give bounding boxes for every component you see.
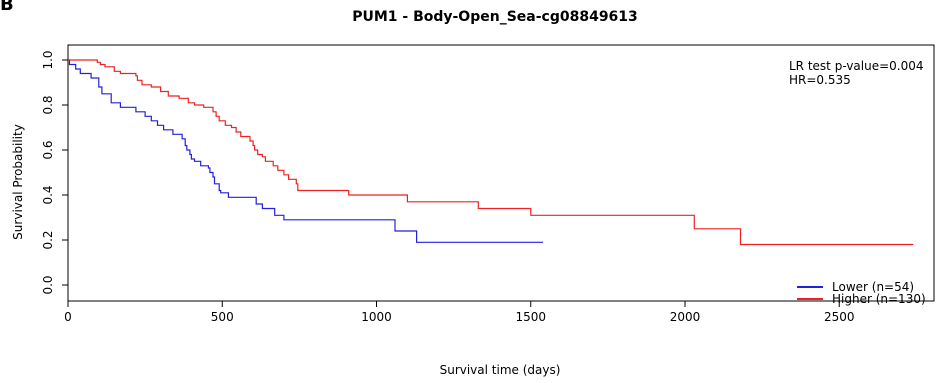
x-tick-label: 2000 bbox=[670, 310, 701, 324]
x-axis-label: Survival time (days) bbox=[440, 363, 561, 377]
x-axis: 0 500 1000 1500 2000 2500 bbox=[64, 301, 855, 324]
x-tick-label: 500 bbox=[211, 310, 234, 324]
y-tick-label: 0.6 bbox=[41, 140, 55, 159]
y-tick-label: 0.8 bbox=[41, 95, 55, 114]
legend: Lower (n=54) Higher (n=130) bbox=[797, 280, 926, 306]
panel-letter: B bbox=[0, 0, 14, 15]
x-tick-label: 0 bbox=[64, 310, 72, 324]
y-tick-label: 0.4 bbox=[41, 185, 55, 204]
survival-curve-higher bbox=[68, 59, 914, 246]
series-layer bbox=[68, 59, 914, 246]
y-axis: 0.0 0.2 0.4 0.6 0.8 1.0 bbox=[41, 50, 68, 295]
annotation-pvalue: LR test p-value=0.004 bbox=[789, 59, 924, 73]
y-tick-label: 0.0 bbox=[41, 275, 55, 294]
legend-label-higher: Higher (n=130) bbox=[832, 292, 926, 306]
y-tick-label: 0.2 bbox=[41, 230, 55, 249]
plot-frame bbox=[67, 44, 935, 302]
survival-curve-lower bbox=[68, 59, 544, 243]
y-axis-label: Survival Probability bbox=[11, 124, 25, 240]
y-tick-label: 1.0 bbox=[41, 50, 55, 69]
x-tick-label: 1500 bbox=[515, 310, 546, 324]
x-tick-label: 1000 bbox=[361, 310, 392, 324]
chart-title: PUM1 - Body-Open_Sea-cg08849613 bbox=[352, 9, 638, 25]
legend-label-lower: Lower (n=54) bbox=[832, 280, 914, 294]
annotation-hr: HR=0.535 bbox=[789, 73, 851, 87]
x-tick-label: 2500 bbox=[824, 310, 855, 324]
